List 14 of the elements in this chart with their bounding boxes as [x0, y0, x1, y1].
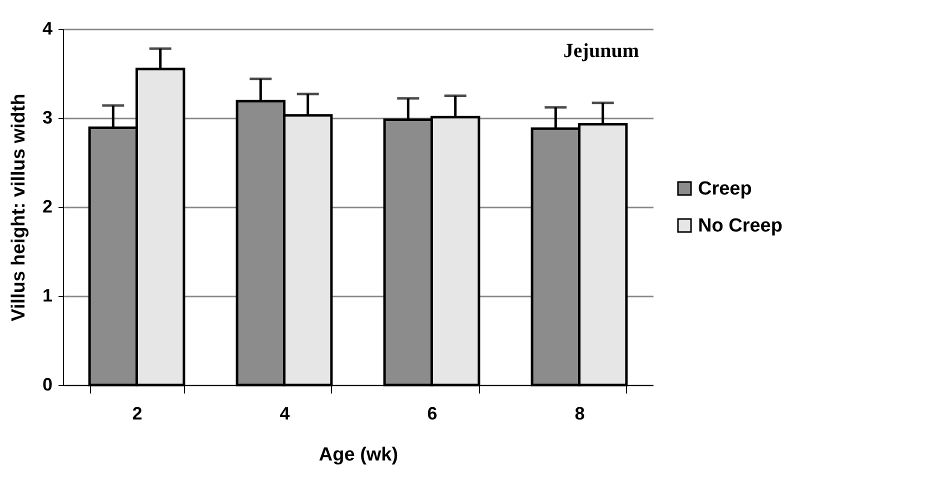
x-tick-label: 8 [574, 404, 585, 424]
x-tick-label: 6 [427, 404, 438, 424]
y-tick-label: 4 [42, 18, 52, 38]
y-axis-title: Villus height: villus width [8, 94, 30, 322]
y-tick-label: 2 [42, 196, 52, 216]
x-axis-title: Age (wk) [318, 444, 398, 466]
legend-label: Creep [698, 178, 752, 200]
y-tick-label: 1 [42, 286, 52, 306]
y-tick-label: 0 [42, 374, 52, 394]
legend-label: No Creep [698, 216, 782, 236]
y-tick-label: 3 [42, 108, 52, 128]
x-tick-label: 2 [132, 404, 142, 424]
x-tick-label: 4 [280, 404, 290, 424]
annotation: Jejunum [563, 40, 640, 62]
